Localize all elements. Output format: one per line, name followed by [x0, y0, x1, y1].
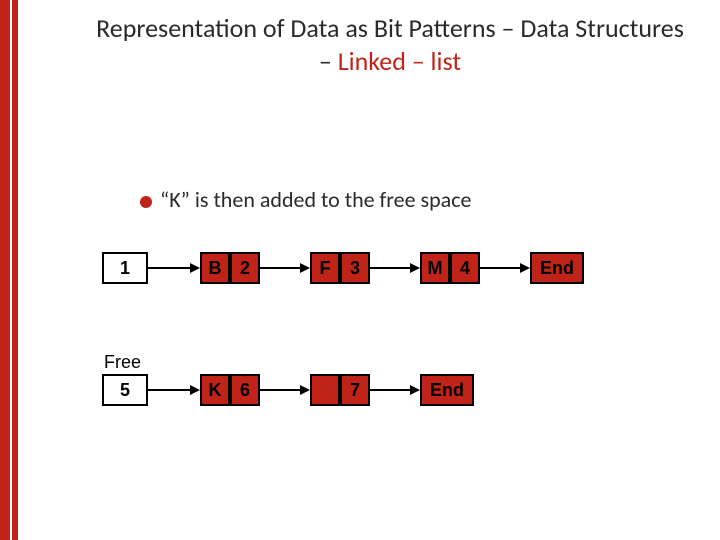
node-End2: End — [420, 374, 474, 406]
left-accent-stripe — [0, 0, 30, 540]
slide-title: Representation of Data as Bit Patterns –… — [90, 12, 690, 77]
node-3: 3 — [340, 252, 370, 284]
arrow-1-B — [148, 261, 200, 275]
free-label: Free — [104, 352, 141, 373]
arrow-4-End — [480, 261, 530, 275]
node-2: 2 — [230, 252, 260, 284]
arrow-5-K — [148, 383, 200, 397]
node-End1: End — [530, 252, 584, 284]
arrow-6-blk — [260, 383, 310, 397]
node-blank — [310, 374, 340, 406]
node-K: K — [200, 374, 230, 406]
node-B: B — [200, 252, 230, 284]
node-M: M — [420, 252, 450, 284]
node-F: F — [310, 252, 340, 284]
arrow-7-End — [370, 383, 420, 397]
left-accent-bar-1 — [0, 0, 10, 540]
node-4: 4 — [450, 252, 480, 284]
head-5: 5 — [102, 374, 148, 406]
bullet-dot — [140, 196, 152, 208]
arrow-3-M — [370, 261, 420, 275]
arrow-2-F — [260, 261, 310, 275]
node-6: 6 — [230, 374, 260, 406]
node-7: 7 — [340, 374, 370, 406]
title-accent: Linked – list — [338, 45, 461, 77]
bullet-text: “K” is then added to the free space — [160, 186, 471, 213]
head-1: 1 — [102, 252, 148, 284]
left-accent-bar-2 — [12, 0, 18, 540]
